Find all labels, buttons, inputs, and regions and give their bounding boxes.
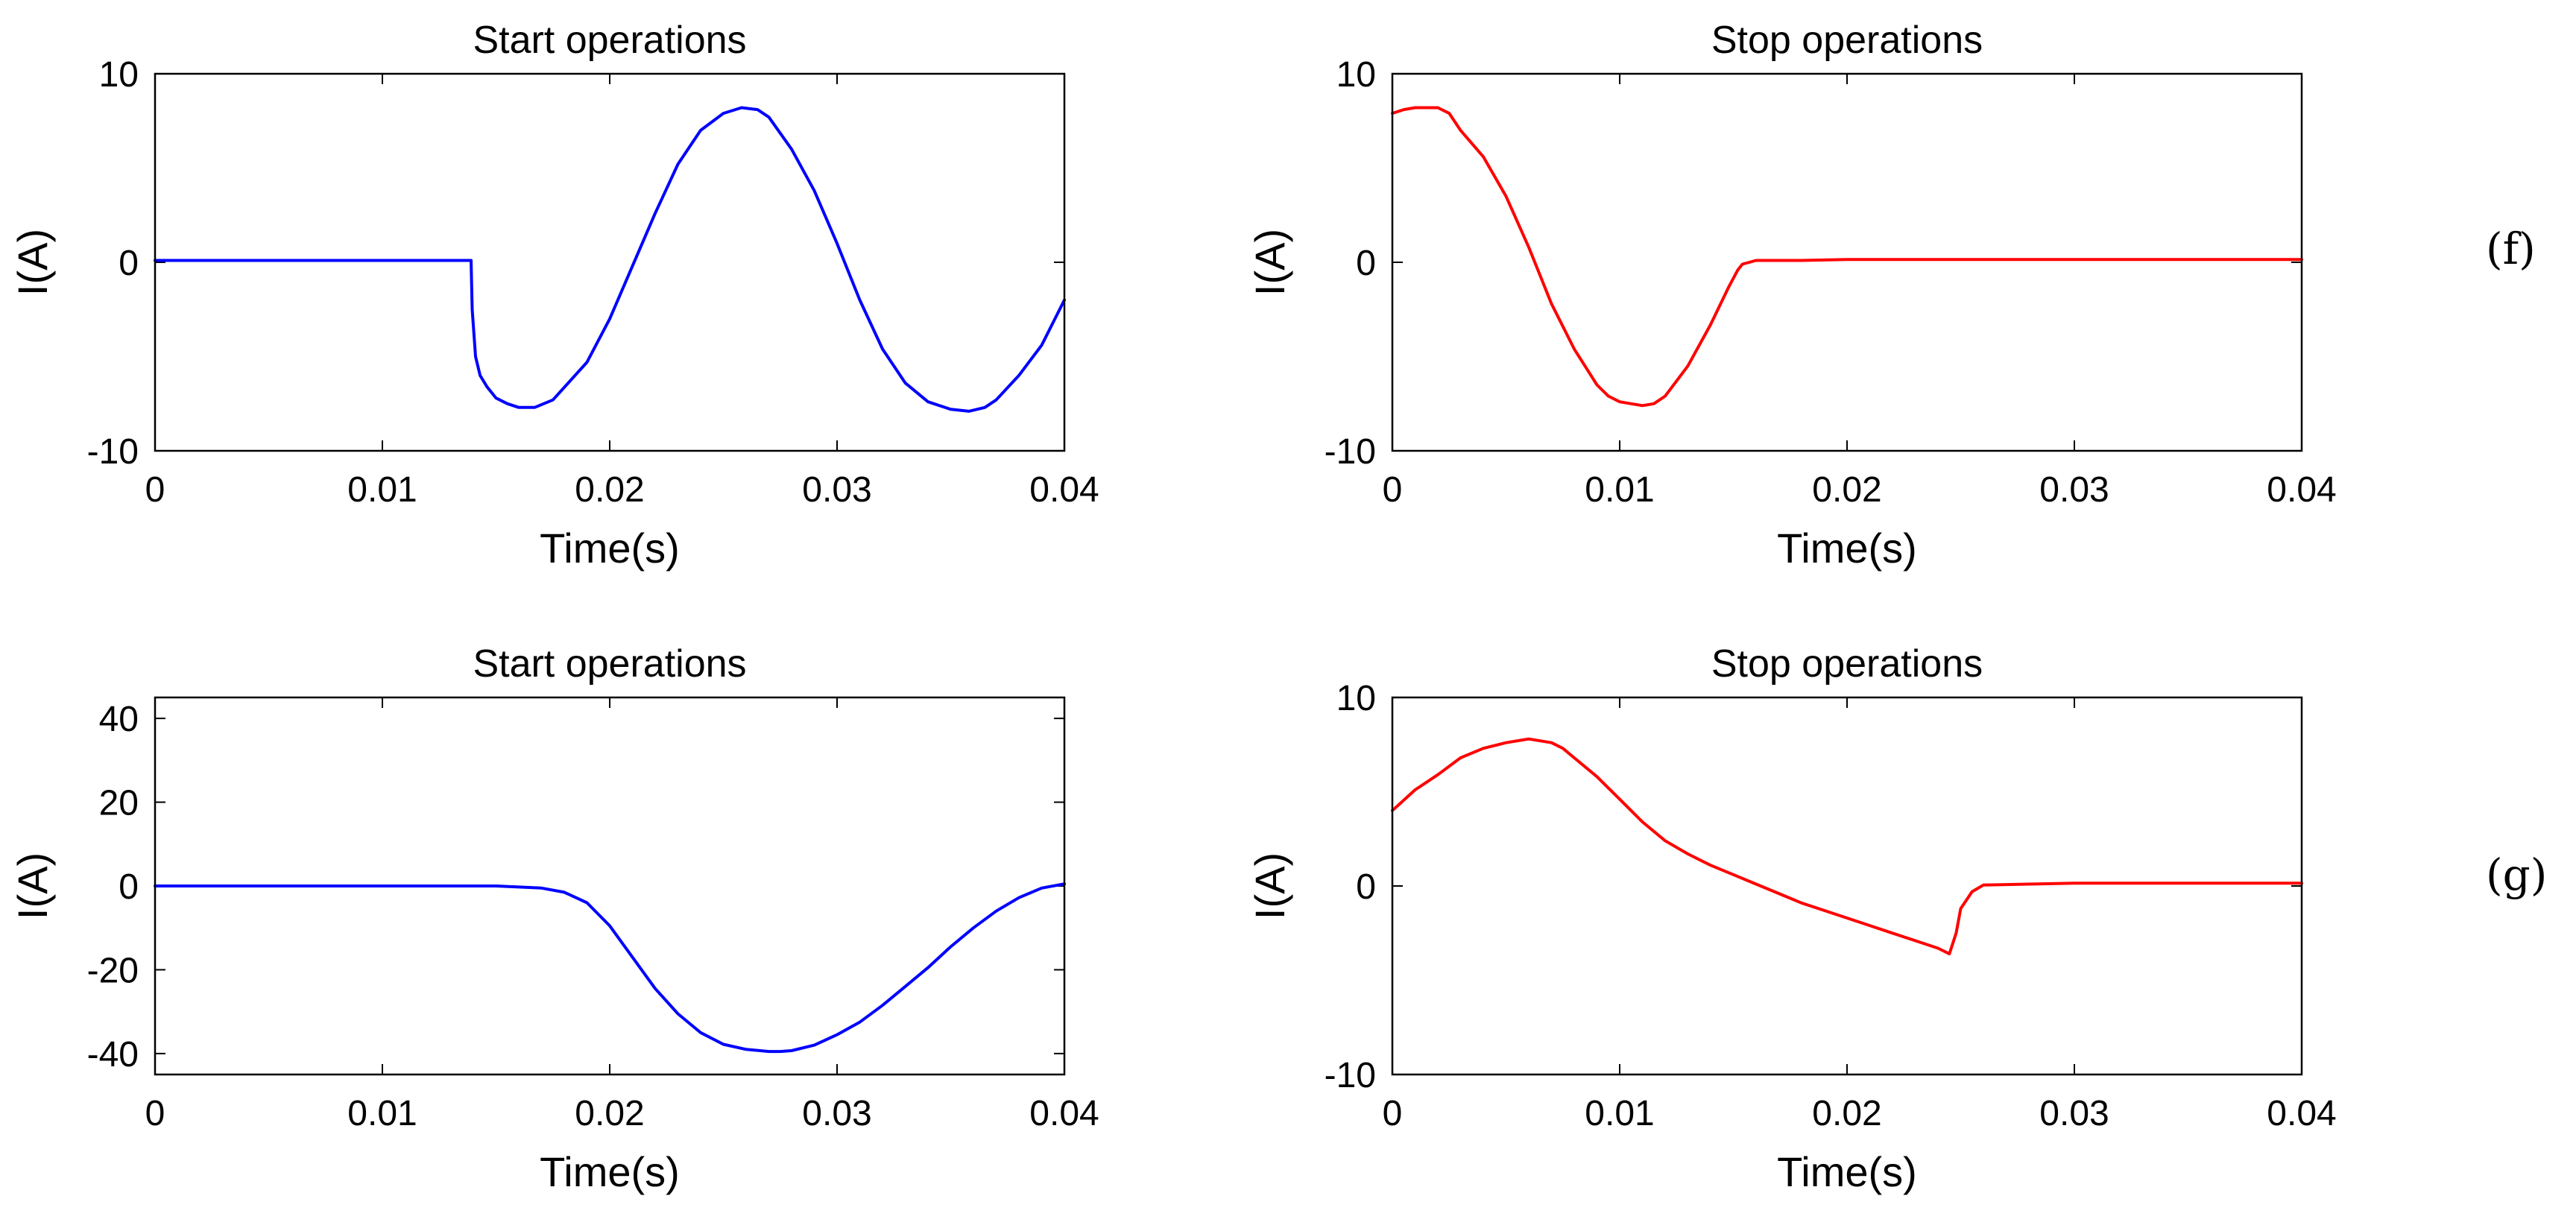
- y-tick-label: 40: [99, 700, 139, 739]
- x-tick-label: 0.02: [1812, 1094, 1881, 1133]
- x-tick-label: 0: [145, 1094, 165, 1133]
- x-tick-label: 0.02: [575, 470, 644, 510]
- axes-box: [1391, 72, 2303, 452]
- axes-box: [154, 72, 1066, 452]
- x-tick-label: 0.01: [1585, 470, 1654, 510]
- y-axis-label: I(A): [1246, 852, 1293, 920]
- x-tick-label: 0.02: [1812, 470, 1881, 510]
- y-tick-label: 0: [119, 244, 139, 283]
- y-tick-label: -10: [87, 432, 139, 472]
- x-axis-label: Time(s): [540, 525, 680, 572]
- y-tick-label: 10: [99, 55, 139, 95]
- x-tick-label: 0.03: [2039, 1094, 2109, 1133]
- y-tick-label: 10: [1336, 679, 1376, 718]
- series-line-current: [154, 882, 1066, 1054]
- series-line-current: [1391, 737, 2303, 956]
- chart-title: Stop operations: [1711, 642, 1983, 686]
- y-tick-label: 0: [1356, 244, 1376, 283]
- x-axis-label: Time(s): [1777, 525, 1917, 572]
- x-tick-label: 0.04: [2267, 470, 2336, 510]
- y-tick-label: 0: [119, 867, 139, 907]
- y-tick-label: -40: [87, 1035, 139, 1074]
- x-tick-label: 0.04: [1029, 1094, 1099, 1133]
- row-label-g: (g): [2486, 849, 2548, 900]
- axes-box: [154, 696, 1066, 1076]
- row-label-f: (f): [2486, 224, 2536, 274]
- y-tick-label: 10: [1336, 55, 1376, 95]
- y-axis-label: I(A): [1246, 229, 1293, 296]
- x-tick-label: 0.04: [2267, 1094, 2336, 1133]
- x-tick-label: 0: [145, 470, 165, 510]
- chart-title: Stop operations: [1711, 19, 1983, 62]
- x-tick-label: 0.03: [802, 1094, 871, 1133]
- chart-panel-3: Start operations 0 0.01 0.02 0.03 0.04 -40 -20 0…: [9, 642, 1099, 1195]
- x-axis-label: Time(s): [540, 1148, 680, 1195]
- chart-title: Start operations: [473, 19, 746, 62]
- y-tick-label: 0: [1356, 867, 1376, 907]
- x-tick-label: 0: [1383, 470, 1403, 510]
- x-tick-label: 0: [1383, 1094, 1403, 1133]
- series-line-current: [154, 106, 1066, 413]
- x-tick-label: 0.03: [802, 470, 871, 510]
- x-tick-label: 0.01: [347, 470, 417, 510]
- chart-title: Start operations: [473, 642, 746, 686]
- x-axis-label: Time(s): [1777, 1148, 1917, 1195]
- axes-box: [1391, 696, 2303, 1076]
- y-tick-label: -10: [1325, 1056, 1376, 1095]
- y-axis-label: I(A): [9, 229, 56, 296]
- x-tick-label: 0.04: [1029, 470, 1099, 510]
- x-tick-label: 0.01: [347, 1094, 417, 1133]
- y-tick-label: -20: [87, 951, 139, 990]
- series-line-current: [1391, 106, 2303, 408]
- y-tick-label: 20: [99, 784, 139, 823]
- x-tick-label: 0.03: [2039, 470, 2109, 510]
- x-tick-label: 0.02: [575, 1094, 644, 1133]
- y-tick-label: -10: [1325, 432, 1376, 472]
- x-tick-label: 0.01: [1585, 1094, 1654, 1133]
- y-axis-label: I(A): [9, 852, 56, 920]
